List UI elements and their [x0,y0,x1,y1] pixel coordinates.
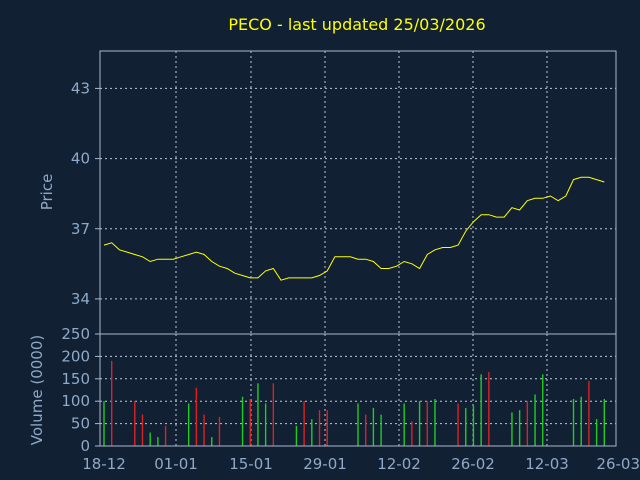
volume-panel-frame [99,333,617,447]
x-tick-label: 29-01 [303,455,347,473]
price-axis-label: Price [38,174,56,211]
volume-y-tick-label: 50 [71,415,90,433]
price-y-tick-label: 40 [71,150,90,168]
price-y-tick-label: 34 [71,290,90,308]
chart-title: PECO - last updated 25/03/2026 [228,15,485,34]
x-tick-label: 26-03 [596,455,640,473]
volume-y-tick-label: 100 [61,392,90,410]
price-panel: 34 37 40 43 [71,50,617,335]
volume-y-tick-label: 0 [80,437,90,455]
price-y-tick-label: 43 [71,79,90,97]
x-axis: 18-12 01-01 15-01 29-01 12-02 26-02 12-03 26-03 [82,455,640,473]
volume-panel: 0 50 100 150 200 250 [61,325,617,455]
price-line [103,176,605,281]
price-y-tick-label: 37 [71,220,90,238]
x-tick-label: 12-03 [525,455,569,473]
x-tick-label: 15-01 [229,455,273,473]
x-tick-label: 18-12 [82,455,126,473]
x-tick-label: 01-01 [154,455,198,473]
volume-axis-label: Volume (0000) [28,335,46,445]
x-tick-label: 12-02 [377,455,421,473]
volume-y-tick-label: 200 [61,347,90,365]
x-tick-label: 26-02 [451,455,495,473]
volume-y-tick-label: 150 [61,370,90,388]
volume-y-tick-label: 250 [61,325,90,343]
